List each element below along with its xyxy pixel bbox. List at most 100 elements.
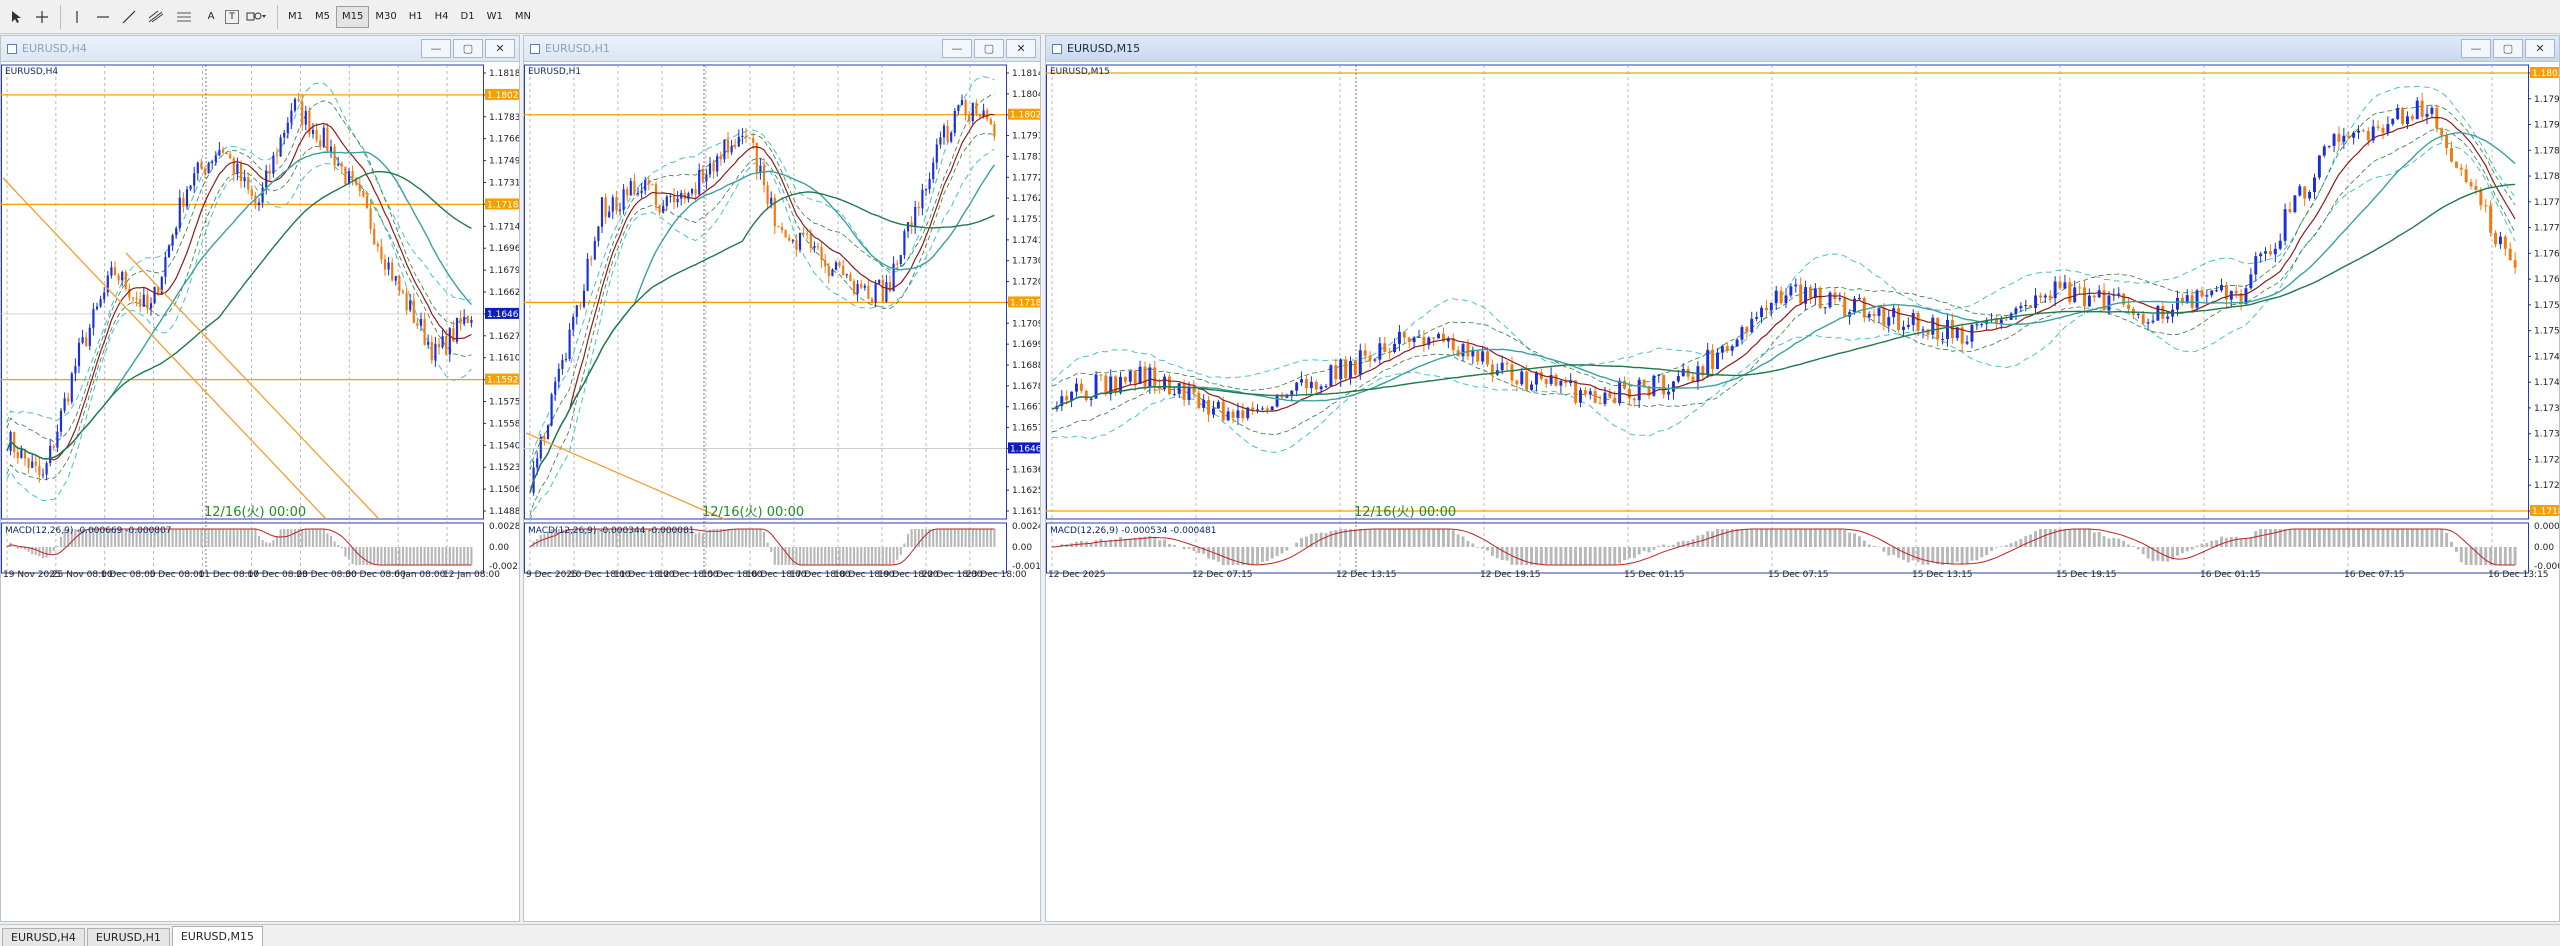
period-button-h4[interactable]: H4	[434, 11, 449, 22]
chart-area[interactable]: 19 Nov 2025 25 Nov 08:00 1 Dec 08:00 5 Dec …	[1, 63, 519, 921]
candle-bullish	[845, 274, 848, 276]
level-price-tag	[1008, 108, 1040, 120]
candle-bullish	[939, 137, 942, 145]
period-button-d1[interactable]: D1	[460, 11, 475, 22]
text-icon[interactable]: A	[207, 11, 215, 22]
fibonacci-icon[interactable]	[143, 5, 169, 29]
close-button[interactable]: ✕	[485, 39, 515, 58]
candle-bullish	[1128, 370, 1132, 382]
candle-bearish	[1353, 361, 1357, 375]
chart-tab[interactable]: EURUSD,H4	[2, 928, 85, 946]
window-titlebar[interactable]: EURUSD,H4 — ▢ ✕	[1, 36, 519, 62]
candle-bearish	[1192, 386, 1196, 393]
minimize-button[interactable]: —	[421, 39, 451, 58]
chart-area[interactable]: 12 Dec 2025 12 Dec 07:15 12 Dec 13:15 12 De…	[1046, 63, 2559, 921]
candle-bullish	[914, 206, 917, 228]
price-axis-label: 1.17230	[2534, 481, 2559, 491]
price-axis-label: 1.18145	[1012, 69, 1040, 79]
current-price-tag	[1008, 442, 1040, 454]
chart-window-m15[interactable]: EURUSD,M15 — ▢ ✕ 12 Dec 2025 12 Dec 07:15…	[1045, 35, 2560, 922]
candle-bullish	[88, 327, 91, 347]
candle-bullish	[95, 306, 99, 310]
candle-bullish	[618, 209, 622, 211]
trendline-icon[interactable]	[117, 5, 141, 29]
label-icon[interactable]: T	[225, 9, 239, 24]
chart-tab[interactable]: EURUSD,H1	[86, 928, 170, 946]
maximize-button[interactable]: ▢	[2493, 39, 2523, 58]
candle-bullish	[1300, 379, 1304, 383]
candle-bearish	[2303, 186, 2307, 199]
candle-bullish	[1569, 380, 1573, 383]
chart-window-h1[interactable]: EURUSD,H1 — ▢ ✕ 9 Dec 2025 10 Dec 18:00 11…	[523, 35, 1041, 922]
candle-bearish	[203, 168, 207, 174]
candle-bearish	[333, 146, 336, 166]
maximize-button[interactable]: ▢	[453, 39, 483, 58]
candle-bearish	[694, 189, 697, 195]
period-button-m1[interactable]: M1	[288, 11, 303, 22]
candle-bullish	[1138, 366, 1142, 385]
time-axis-label: 9 Dec 2025	[526, 570, 578, 580]
candle-bullish	[1887, 317, 1891, 326]
horizontal-line-icon[interactable]	[91, 5, 115, 29]
candle-bullish	[92, 309, 95, 328]
price-axis-label: 1.16100	[489, 354, 519, 364]
crosshair-icon[interactable]	[30, 5, 54, 29]
close-button[interactable]: ✕	[2525, 39, 2555, 58]
candle-bearish	[326, 127, 329, 152]
period-button-m5[interactable]: M5	[315, 11, 330, 22]
maximize-button[interactable]: ▢	[974, 39, 1004, 58]
price-axis-label: 1.17725	[1012, 173, 1040, 183]
candle-bullish	[874, 283, 877, 303]
shapes-icon[interactable]	[241, 5, 271, 29]
channel-icon[interactable]	[171, 5, 197, 29]
period-button-h1[interactable]: H1	[408, 11, 423, 22]
minimize-button[interactable]: —	[2461, 39, 2491, 58]
candle-bearish	[802, 232, 805, 234]
candle-bearish	[1241, 410, 1245, 419]
bollinger-lower-outer	[6, 162, 472, 502]
vertical-line-icon[interactable]	[65, 5, 89, 29]
price-chart-svg[interactable]: 12 Dec 2025 12 Dec 07:15 12 Dec 13:15 12 De…	[1046, 63, 2559, 921]
close-button[interactable]: ✕	[1006, 39, 1036, 58]
candle-bearish	[1510, 364, 1514, 381]
candle-bullish	[636, 193, 640, 195]
candle-bearish	[1799, 284, 1803, 304]
candle-bearish	[128, 288, 131, 298]
candle-bearish	[2489, 205, 2493, 233]
candle-bearish	[2078, 287, 2082, 289]
candle-bullish	[387, 262, 390, 270]
chart-tab[interactable]: EURUSD,M15	[171, 926, 263, 946]
candle-bullish	[622, 189, 625, 210]
candle-bullish	[1256, 409, 1259, 411]
candle-bearish	[1539, 372, 1543, 380]
level-price-tag	[485, 373, 519, 385]
period-button-m30[interactable]: M30	[375, 11, 397, 22]
candle-bearish	[946, 125, 949, 142]
chart-window-h4[interactable]: EURUSD,H4 — ▢ ✕ 19 Nov 2025 25 Nov 08:00 1…	[0, 35, 520, 922]
candle-bearish	[701, 169, 704, 182]
candle-bullish	[1579, 390, 1582, 403]
period-button-m15[interactable]: M15	[336, 5, 370, 28]
candle-bearish	[358, 184, 361, 191]
candle-bearish	[806, 233, 809, 235]
minimize-button[interactable]: —	[942, 39, 972, 58]
window-titlebar[interactable]: EURUSD,M15 — ▢ ✕	[1046, 36, 2559, 62]
candle-bearish	[762, 165, 766, 186]
candle-bullish	[1290, 390, 1294, 395]
candle-bearish	[1153, 367, 1157, 387]
period-button-w1[interactable]: W1	[486, 11, 503, 22]
window-titlebar[interactable]: EURUSD,H1 — ▢ ✕	[524, 36, 1040, 62]
candle-bearish	[1574, 380, 1578, 403]
candle-bullish	[455, 317, 459, 342]
candle-bullish	[257, 202, 261, 206]
candle-bullish	[2313, 177, 2316, 193]
candle-bearish	[1764, 307, 1768, 311]
chart-area[interactable]: 9 Dec 2025 10 Dec 18:00 11 Dec 18:00 12 Dec…	[524, 63, 1040, 921]
cursor-icon[interactable]	[4, 5, 28, 29]
main-panel-frame	[1, 64, 484, 520]
price-axis-label: 1.17665	[489, 135, 519, 145]
period-button-mn[interactable]: MN	[514, 11, 531, 22]
